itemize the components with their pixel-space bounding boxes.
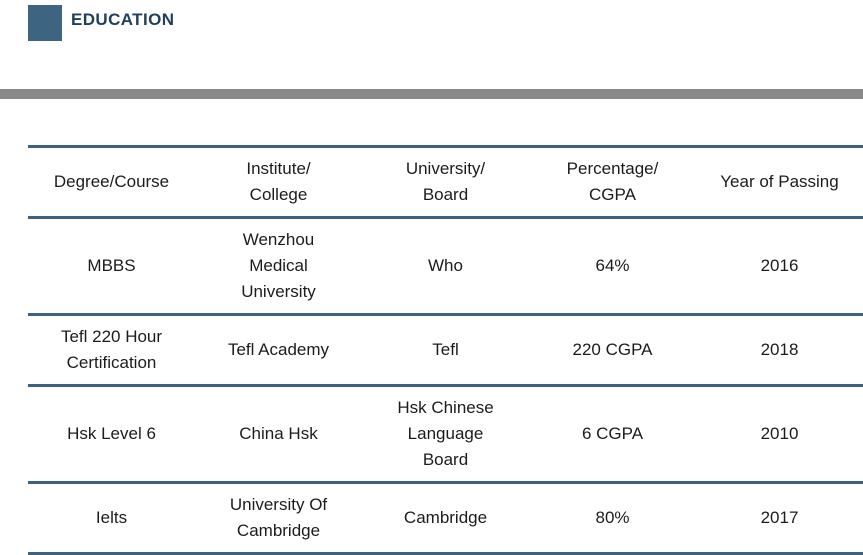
education-table: Degree/Course Institute/ College Univers… (28, 145, 863, 555)
table-cell-percentage: 64% (529, 216, 696, 316)
column-header-university: University/ Board (362, 145, 529, 219)
table-cell-institute: University Of Cambridge (195, 481, 362, 555)
column-header-institute: Institute/ College (195, 145, 362, 219)
table-cell-degree: MBBS (28, 216, 195, 316)
column-header-degree: Degree/Course (28, 145, 195, 219)
table-cell-percentage: 80% (529, 481, 696, 555)
table-cell-university: Who (362, 216, 529, 316)
column-header-percentage: Percentage/ CGPA (529, 145, 696, 219)
table-row: Ielts University Of Cambridge Cambridge 80%… (28, 481, 863, 555)
section-title: EDUCATION (71, 10, 175, 29)
table-header-row: Degree/Course Institute/ College Univers… (28, 145, 863, 219)
table-row: MBBS Wenzhou Medical University Who 64% 2016 (28, 216, 863, 316)
section-divider-bar (0, 89, 863, 99)
table-cell-year: 2010 (696, 384, 863, 484)
section-accent-square-icon (28, 5, 62, 41)
table-cell-institute: China Hsk (195, 384, 362, 484)
table-cell-institute: Wenzhou Medical University (195, 216, 362, 316)
table-cell-year: 2018 (696, 313, 863, 387)
table-body: MBBS Wenzhou Medical University Who 64% 2016… (28, 216, 863, 555)
table-cell-percentage: 6 CGPA (529, 384, 696, 484)
table-cell-degree: Ielts (28, 481, 195, 555)
table-cell-percentage: 220 CGPA (529, 313, 696, 387)
table-cell-degree: Hsk Level 6 (28, 384, 195, 484)
table-cell-year: 2017 (696, 481, 863, 555)
table-cell-university: Hsk Chinese Language Board (362, 384, 529, 484)
table-row: Hsk Level 6 China Hsk Hsk Chinese Language… (28, 384, 863, 484)
column-header-year: Year of Passing (696, 145, 863, 219)
table-cell-institute: Tefl Academy (195, 313, 362, 387)
table-cell-university: Cambridge (362, 481, 529, 555)
table-cell-degree: Tefl 220 Hour Certification (28, 313, 195, 387)
table-cell-university: Tefl (362, 313, 529, 387)
table-cell-year: 2016 (696, 216, 863, 316)
table-row: Tefl 220 Hour Certification Tefl Academy T… (28, 313, 863, 387)
section-header: EDUCATION (28, 5, 863, 41)
